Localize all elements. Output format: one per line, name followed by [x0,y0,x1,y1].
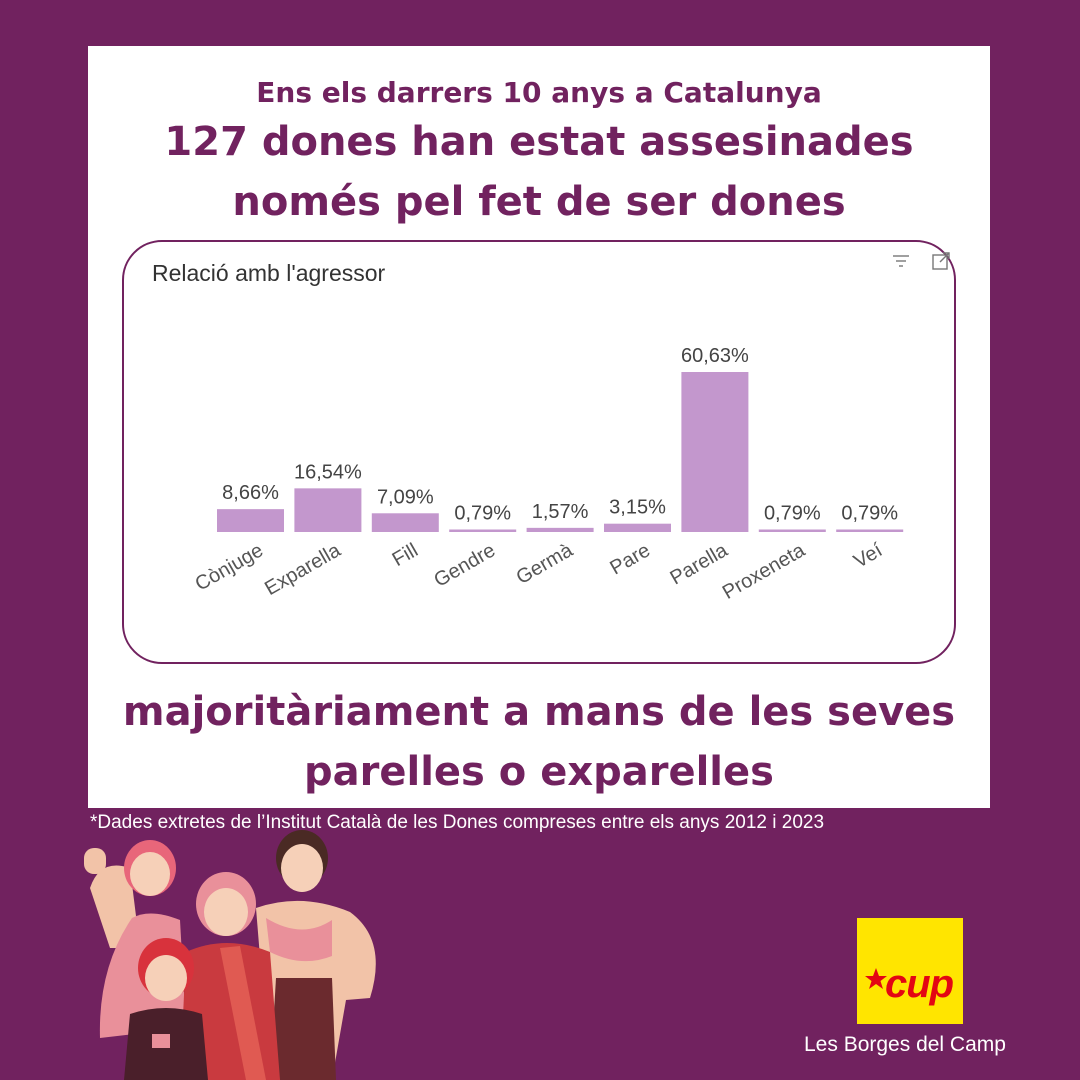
x-tick-label: Germà [513,539,578,589]
bar-proxeneta[interactable] [758,529,826,533]
logo-text: cup [885,962,954,1006]
data-label: 0,79% [454,503,511,525]
data-label: 60,63% [681,345,749,367]
data-label: 1,57% [532,501,589,523]
conclusion: majoritàriament a mans de les seves pare… [88,682,990,802]
data-label: 16,54% [294,461,362,483]
women-illustration [84,830,376,1080]
bar-cònjuge[interactable] [217,509,284,532]
x-tick-label: Proxeneta [719,539,810,604]
headline-line-1: 127 dones han estat assesinades [164,119,914,165]
bar-veí[interactable] [836,529,904,533]
conclusion-line-2: parelles o exparelles [304,749,774,795]
logo-caption: Les Borges del Camp [804,1033,1006,1056]
bar-parella[interactable] [681,372,749,532]
headline-line-2: només pel fet de ser dones [232,179,846,225]
bar-fill[interactable] [371,513,439,532]
filter-icon[interactable] [890,250,912,272]
conclusion-line-1: majoritàriament a mans de les seves [122,689,956,735]
data-label: 0,79% [764,503,821,525]
data-label: 7,09% [377,486,434,508]
bar-exparella[interactable] [294,488,362,532]
bar-chart: 8,66% Cònjuge 16,54% Exparella 7,09% Fill 0,79… [191,345,904,604]
x-tick-label: Cònjuge [191,539,267,595]
footnote: *Dades extretes de l’Institut Català de … [90,812,825,833]
x-tick-label: Veí [850,539,886,573]
cup-logo: cup [857,918,963,1024]
star-icon [865,968,887,989]
bar-pare[interactable] [604,523,671,532]
headline: 127 dones han estat assesinades només pe… [88,112,990,232]
bar-gendre[interactable] [449,529,517,533]
subtitle: Ens els darrers 10 anys a Catalunya [256,76,822,109]
x-tick-label: Exparella [261,539,345,600]
data-label: 0,79% [841,503,898,525]
chart-visual[interactable]: Relació amb l'agressor 8,66% Cònjuge 16,54… [122,240,956,664]
x-tick-label: Gendre [430,539,499,591]
x-tick-label: Fill [389,539,422,571]
data-label: 8,66% [222,482,279,504]
bar-germà[interactable] [526,527,594,532]
chart-title: Relació amb l'agressor [152,260,386,286]
expand-icon[interactable] [930,250,952,272]
content-card: Ens els darrers 10 anys a Catalunya 127 … [88,46,990,808]
x-tick-label: Pare [606,539,654,579]
data-label: 3,15% [609,497,666,519]
